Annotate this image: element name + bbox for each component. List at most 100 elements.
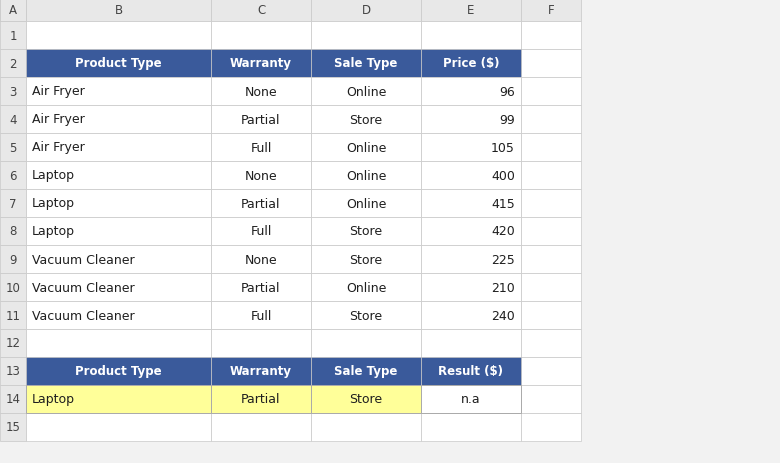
Bar [26, 0, 211, 22]
Text: Full: Full [250, 141, 271, 154]
Text: Partial: Partial [241, 393, 281, 406]
Bar [421, 218, 521, 245]
Bar [211, 245, 311, 274]
Bar [311, 189, 421, 218]
Bar [26, 162, 211, 189]
Bar [0, 106, 26, 134]
Bar [421, 301, 521, 329]
Bar [421, 134, 521, 162]
Bar [421, 78, 521, 106]
Bar [0, 413, 26, 441]
Text: 240: 240 [491, 309, 515, 322]
Text: None: None [245, 85, 278, 98]
Bar [211, 162, 311, 189]
Text: Partial: Partial [241, 113, 281, 126]
Bar [26, 357, 211, 385]
Bar [0, 218, 26, 245]
Bar [26, 106, 211, 134]
Bar [26, 301, 211, 329]
Bar [26, 218, 211, 245]
Text: 11: 11 [5, 309, 20, 322]
Bar [26, 22, 211, 50]
Bar [311, 301, 421, 329]
Bar [311, 274, 421, 301]
Text: Vacuum Cleaner: Vacuum Cleaner [32, 309, 135, 322]
Text: None: None [245, 169, 278, 182]
Text: Full: Full [250, 225, 271, 238]
Bar [26, 50, 211, 78]
Text: 15: 15 [5, 420, 20, 433]
Bar [211, 50, 311, 78]
Bar [421, 78, 521, 106]
Text: 4: 4 [9, 113, 16, 126]
Bar [421, 245, 521, 274]
Text: Sale Type: Sale Type [335, 365, 398, 378]
Bar [211, 78, 311, 106]
Bar [421, 0, 521, 22]
Text: Full: Full [250, 309, 271, 322]
Text: Online: Online [346, 85, 386, 98]
Text: None: None [245, 253, 278, 266]
Bar [311, 245, 421, 274]
Bar [311, 245, 421, 274]
Text: Store: Store [349, 253, 382, 266]
Bar [26, 106, 211, 134]
Text: Store: Store [349, 113, 382, 126]
Text: 420: 420 [491, 225, 515, 238]
Bar [521, 274, 581, 301]
Text: Laptop: Laptop [32, 393, 75, 406]
Bar [211, 0, 311, 22]
Bar [211, 274, 311, 301]
Bar [311, 78, 421, 106]
Bar [421, 274, 521, 301]
Bar [421, 134, 521, 162]
Bar [211, 134, 311, 162]
Bar [311, 22, 421, 50]
Bar [26, 189, 211, 218]
Bar [26, 301, 211, 329]
Text: Laptop: Laptop [32, 169, 75, 182]
Text: B: B [115, 5, 122, 18]
Bar [211, 329, 311, 357]
Text: Store: Store [349, 309, 382, 322]
Bar [211, 218, 311, 245]
Bar [211, 385, 311, 413]
Bar [0, 162, 26, 189]
Text: 225: 225 [491, 253, 515, 266]
Bar [521, 385, 581, 413]
Bar [421, 329, 521, 357]
Bar [311, 274, 421, 301]
Bar [26, 274, 211, 301]
Bar [211, 189, 311, 218]
Bar [311, 134, 421, 162]
Bar [0, 78, 26, 106]
Text: Store: Store [349, 393, 382, 406]
Bar [311, 78, 421, 106]
Text: Price ($): Price ($) [443, 57, 499, 70]
Bar [311, 50, 421, 78]
Text: F: F [548, 5, 555, 18]
Text: Result ($): Result ($) [438, 365, 504, 378]
Bar [311, 106, 421, 134]
Bar [311, 385, 421, 413]
Text: Warranty: Warranty [230, 57, 292, 70]
Text: Store: Store [349, 225, 382, 238]
Bar [26, 218, 211, 245]
Text: 2: 2 [9, 57, 16, 70]
Bar [26, 385, 211, 413]
Bar [26, 78, 211, 106]
Text: Partial: Partial [241, 197, 281, 210]
Text: 1: 1 [9, 30, 16, 43]
Bar [211, 218, 311, 245]
Bar [26, 245, 211, 274]
Bar [211, 357, 311, 385]
Text: Online: Online [346, 169, 386, 182]
Text: Product Type: Product Type [75, 57, 161, 70]
Text: 210: 210 [491, 281, 515, 294]
Text: 6: 6 [9, 169, 16, 182]
Bar [26, 413, 211, 441]
Bar [211, 22, 311, 50]
Bar [0, 245, 26, 274]
Bar [311, 162, 421, 189]
Bar [421, 413, 521, 441]
